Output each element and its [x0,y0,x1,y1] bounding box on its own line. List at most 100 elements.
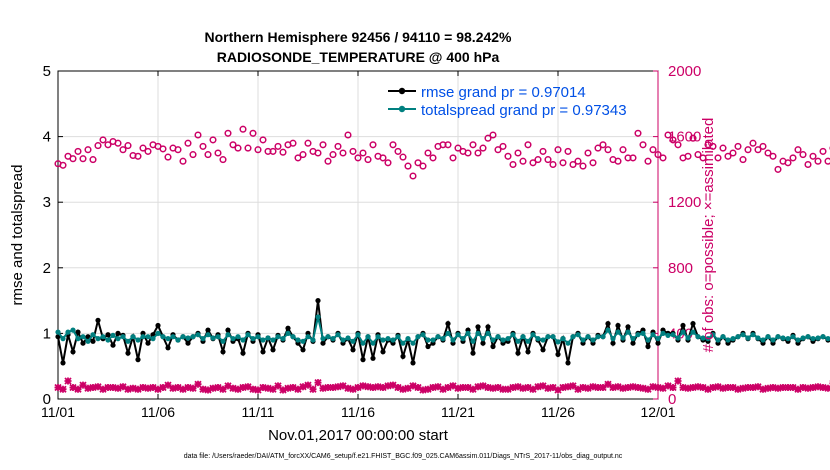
obs-possible-point [769,152,777,160]
obs-possible-point [809,152,817,160]
obs-assimilated-point [209,384,217,392]
obs-assimilated-point [139,383,147,392]
totalspread-point [535,336,541,342]
obs-possible-point [244,144,252,152]
rmse-point [75,329,81,335]
obs-assimilated-point [184,383,192,392]
obs-possible-point [299,151,307,159]
totalspread-point [180,334,186,340]
y-axis-label-right: # of obs: o=possible; ×=assimilated [700,118,717,353]
obs-assimilated-point [794,385,802,393]
totalspread-point [210,335,216,341]
obs-possible-point [99,136,107,144]
obs-possible-point [689,134,697,142]
obs-assimilated-point [409,382,417,390]
obs-possible-point [94,142,102,150]
totalspread-point [565,340,571,346]
chart-title-line1: Northern Hemisphere 92456 / 94110 = 98.2… [204,29,512,45]
obs-possible-point [289,139,297,147]
obs-assimilated-point [609,383,617,392]
obs-possible-point [774,165,782,173]
obs-possible-point [89,156,97,164]
totalspread-point [550,334,556,340]
totalspread-point [800,335,806,341]
totalspread-point [75,336,81,342]
obs-assimilated-point [469,385,477,393]
obs-possible-point [249,129,257,137]
x-tick-label: 11/11 [242,404,275,420]
totalspread-point [70,327,76,333]
obs-possible-point [599,141,607,149]
obs-assimilated-point [614,383,622,391]
rmse-point [360,357,366,363]
obs-assimilated-point [229,384,237,392]
obs-assimilated-point [594,383,602,392]
obs-possible-point [199,142,207,150]
rmse-point [380,349,386,355]
obs-assimilated-point [69,383,77,392]
obs-assimilated-point [134,385,142,393]
obs-assimilated-point [509,383,517,392]
obs-possible-point [369,141,377,149]
rmse-point [220,349,226,355]
totalspread-point [685,335,691,341]
obs-assimilated-point [399,385,407,393]
totalspread-point [540,337,546,343]
obs-possible-point [419,162,427,170]
obs-possible-point [739,156,747,164]
obs-assimilated-point [729,383,737,392]
rmse-point [300,347,306,353]
obs-assimilated-point [129,384,137,392]
obs-assimilated-point [439,385,447,393]
obs-assimilated-point [274,382,282,390]
obs-assimilated-point [114,384,122,392]
obs-possible-point [534,156,542,164]
rmse-point [145,340,151,346]
obs-possible-point [699,154,707,162]
totalspread-point [505,336,511,342]
obs-assimilated-point [159,383,167,392]
totalspread-point [270,337,276,343]
obs-assimilated-point [284,384,292,392]
obs-possible-point [559,159,567,167]
totalspread-point [575,332,581,338]
totalspread-point [625,329,631,335]
obs-possible-point [449,154,457,162]
obs-assimilated-point [389,381,397,389]
obs-possible-point [404,162,412,170]
obs-possible-point [134,152,142,160]
totalspread-point [600,334,606,340]
rmse-point [680,322,686,329]
rmse-point [285,325,291,331]
obs-assimilated-point [214,383,222,392]
obs-possible-point [384,159,392,167]
obs-possible-point [259,136,267,144]
obs-possible-point [824,157,830,165]
totalspread-point [175,337,181,343]
obs-assimilated-point [774,384,782,392]
obs-possible-point [234,144,242,152]
obs-assimilated-point [79,381,87,389]
totalspread-point [430,337,436,343]
rmse-point [425,343,431,350]
obs-possible-point [469,141,477,149]
obs-possible-point [744,146,752,154]
obs-possible-point [339,149,347,157]
obs-possible-point [664,131,672,139]
totalspread-point [390,337,396,343]
obs-assimilated-point [294,385,302,393]
obs-assimilated-point [289,383,297,392]
obs-possible-point [594,144,602,152]
totalspread-point [125,338,131,344]
rmse-point [80,340,86,346]
obs-assimilated-point [744,383,752,392]
totalspread-point [365,334,371,340]
totalspread-point [420,332,426,338]
obs-assimilated-point [769,383,777,392]
totalspread-point [130,334,136,340]
totalspread-point [205,332,211,338]
obs-possible-point [489,131,497,139]
totalspread-point [55,329,61,335]
totalspread-point [110,332,116,338]
totalspread-point [300,338,306,344]
